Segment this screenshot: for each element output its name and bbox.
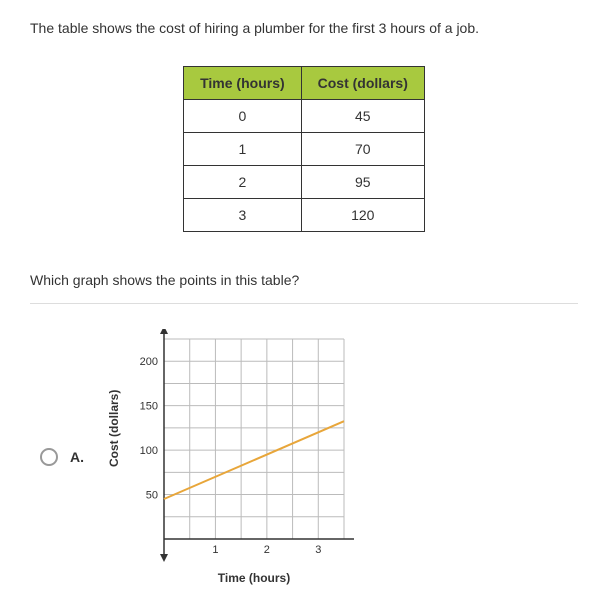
table-row: 3 120 xyxy=(184,199,425,232)
option-a-row[interactable]: A. Cost (dollars) 50 100 150 200 1 2 3 Time (h… xyxy=(40,329,578,585)
table-cell: 70 xyxy=(301,133,424,166)
table-cell: 45 xyxy=(301,100,424,133)
table-cell: 0 xyxy=(184,100,302,133)
table-cell: 3 xyxy=(184,199,302,232)
table-header-time: Time (hours) xyxy=(184,67,302,100)
x-axis-label: Time (hours) xyxy=(164,571,344,585)
svg-text:3: 3 xyxy=(315,544,321,556)
table-cell: 1 xyxy=(184,133,302,166)
y-axis-label: Cost (dollars) xyxy=(107,447,121,467)
divider xyxy=(30,303,578,304)
data-table: Time (hours) Cost (dollars) 0 45 1 70 2 … xyxy=(183,66,425,232)
option-label: A. xyxy=(70,449,84,465)
svg-text:2: 2 xyxy=(264,544,270,556)
table-header-cost: Cost (dollars) xyxy=(301,67,424,100)
table-cell: 120 xyxy=(301,199,424,232)
table-row: 2 95 xyxy=(184,166,425,199)
table-cell: 95 xyxy=(301,166,424,199)
chart-svg: 50 100 150 200 1 2 3 xyxy=(124,329,354,569)
table-row: 0 45 xyxy=(184,100,425,133)
svg-text:100: 100 xyxy=(140,445,158,457)
radio-button[interactable] xyxy=(40,448,58,466)
table-row: 1 70 xyxy=(184,133,425,166)
svg-text:50: 50 xyxy=(146,490,158,502)
chart-container: Cost (dollars) 50 100 150 200 1 2 3 Time (hour… xyxy=(104,329,354,585)
svg-text:150: 150 xyxy=(140,401,158,413)
sub-question: Which graph shows the points in this tab… xyxy=(30,272,578,288)
question-intro: The table shows the cost of hiring a plu… xyxy=(30,20,578,36)
svg-text:200: 200 xyxy=(140,356,158,368)
svg-text:1: 1 xyxy=(212,544,218,556)
table-cell: 2 xyxy=(184,166,302,199)
